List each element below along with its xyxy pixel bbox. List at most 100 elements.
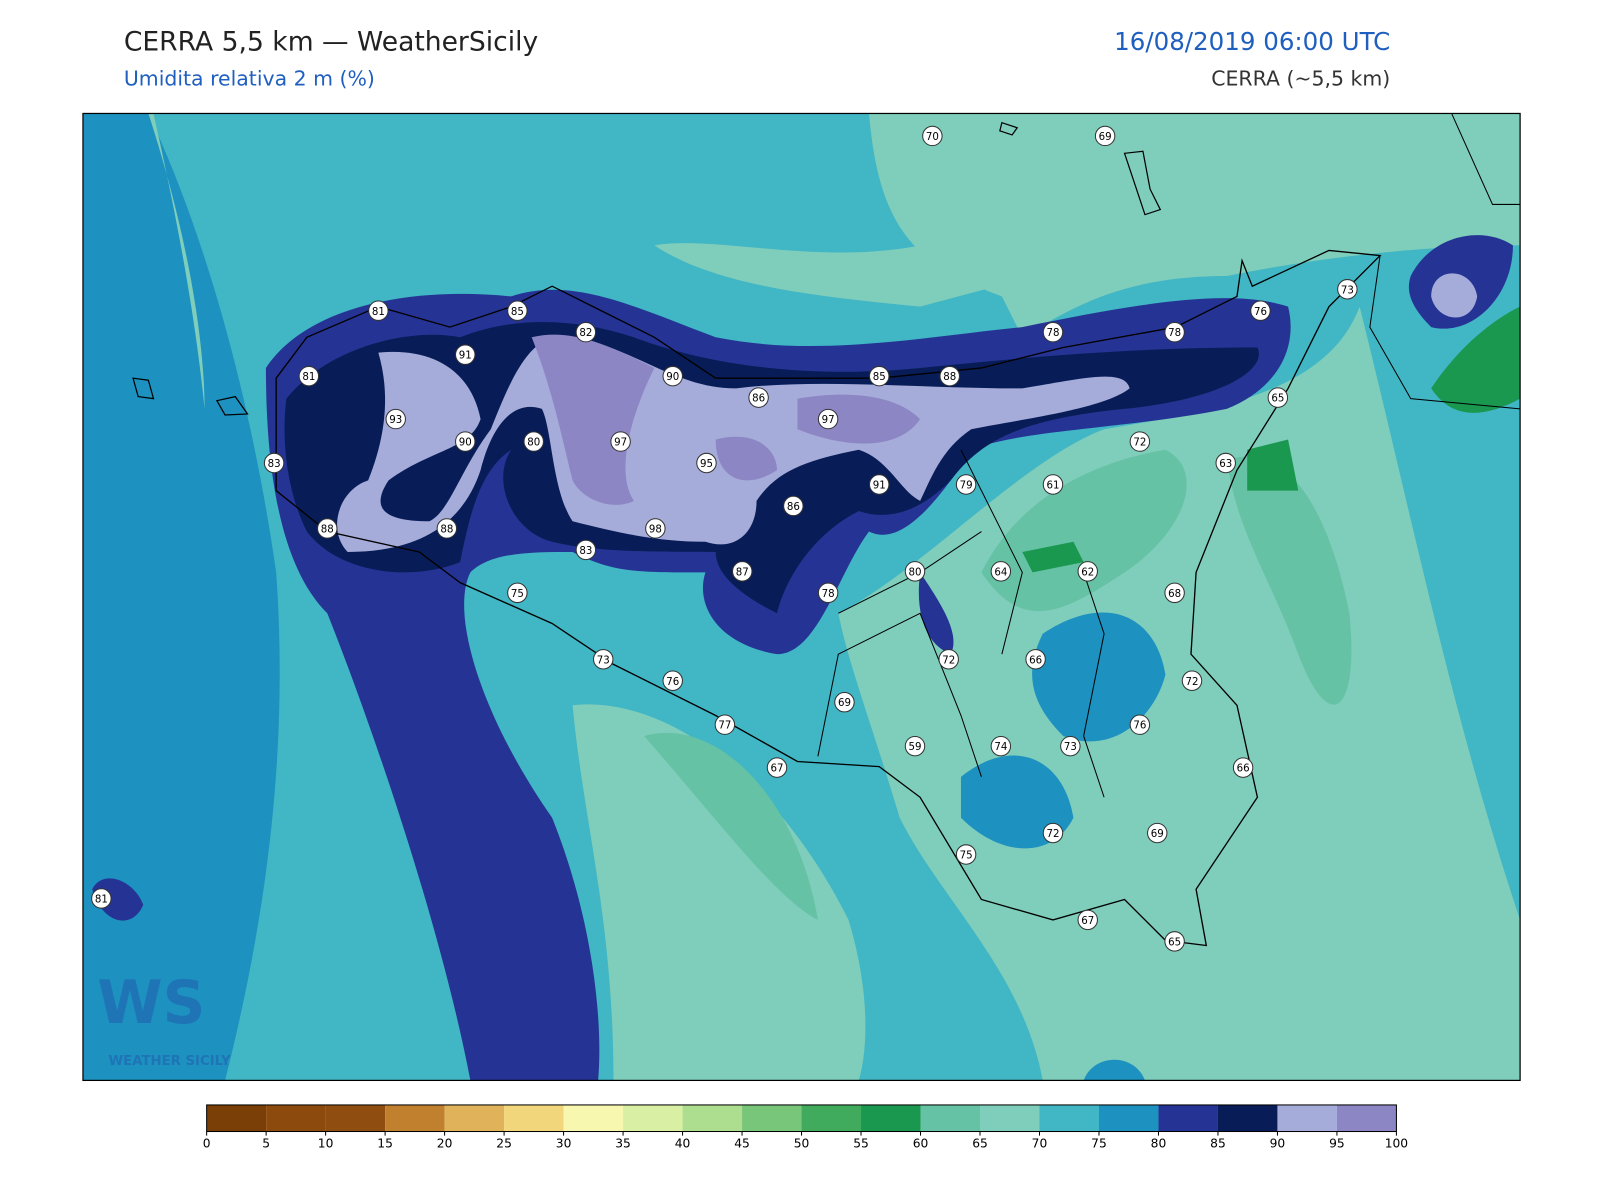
station-marker	[593, 649, 614, 670]
station-value: 79	[960, 481, 973, 492]
sicily-coast	[275, 249, 1382, 947]
station-marker	[436, 518, 458, 539]
station-value: 66	[1029, 655, 1042, 666]
station-marker	[317, 518, 338, 539]
station-marker	[645, 518, 666, 539]
field-95	[531, 334, 921, 505]
station-marker	[662, 670, 683, 691]
station-marker	[868, 365, 890, 387]
station-value: 80	[527, 438, 540, 449]
colorbar-swatch	[1336, 1104, 1397, 1132]
station-value: 74	[994, 742, 1007, 753]
station-marker	[1232, 757, 1254, 778]
station-marker	[455, 344, 476, 365]
station-value: 64	[994, 567, 1007, 578]
station-value: 81	[302, 372, 315, 383]
station-marker	[610, 431, 631, 452]
station-marker	[1147, 822, 1168, 844]
station-marker	[263, 452, 285, 474]
station-marker	[1337, 279, 1358, 300]
station-marker	[455, 431, 476, 452]
station-value: 78	[1168, 328, 1181, 339]
colorbar-swatch	[861, 1104, 921, 1132]
station-marker	[298, 365, 320, 387]
station-value: 88	[321, 524, 334, 535]
station-value: 61	[1046, 481, 1059, 492]
station-marker	[766, 757, 788, 778]
station-marker	[662, 365, 683, 387]
station-marker	[783, 495, 804, 517]
station-value: 72	[1133, 438, 1146, 449]
station-marker	[507, 300, 528, 321]
station-marker	[91, 888, 112, 909]
station-value: 83	[579, 546, 592, 557]
station-value: 75	[960, 851, 973, 862]
station-value: 80	[908, 567, 921, 578]
station-marker	[990, 561, 1012, 582]
colorbar-swatch	[920, 1104, 981, 1132]
station-marker	[1042, 822, 1064, 844]
station-value: 59	[908, 742, 921, 753]
station-value: 67	[1081, 916, 1094, 927]
colorbar-tick-label: 50	[794, 1136, 810, 1150]
colorbar-swatch	[385, 1104, 445, 1132]
station-marker	[1164, 582, 1185, 604]
station-marker	[817, 582, 839, 604]
station-value: 86	[752, 394, 765, 405]
station-marker	[868, 474, 890, 495]
station-value: 91	[459, 351, 472, 362]
station-value: 83	[268, 459, 281, 470]
station-value: 82	[579, 328, 592, 339]
station-marker	[1164, 321, 1185, 343]
stations: 70 69 81 85 82 91 81 90 86 85 88 78 78 76 73 93 97 65 90 80…	[91, 125, 1358, 952]
colorbar-tick-label: 80	[1151, 1136, 1167, 1150]
field-65	[868, 113, 1521, 338]
station-value: 86	[787, 502, 800, 513]
colorbar-tick-label: 40	[675, 1136, 691, 1150]
colorbar-tick-label: 100	[1385, 1136, 1408, 1150]
field-75	[82, 113, 280, 1081]
station-value: 70	[926, 132, 939, 143]
field-75	[960, 612, 1166, 1081]
station-marker	[1267, 387, 1289, 408]
colorbar-tick-label: 30	[556, 1136, 572, 1150]
station-marker	[904, 561, 926, 582]
colorbar-swatch	[801, 1104, 862, 1132]
subtitle: Umidita relativa 2 m (%)	[124, 67, 375, 91]
station-value: 78	[1046, 328, 1059, 339]
station-marker	[1060, 735, 1081, 757]
station-marker	[507, 582, 528, 604]
colorbar-swatch	[1277, 1104, 1337, 1132]
station-value: 62	[1081, 567, 1094, 578]
field-65	[148, 113, 1074, 409]
station-marker	[1025, 649, 1046, 670]
station-marker	[834, 691, 855, 713]
colorbar-swatch	[266, 1104, 326, 1132]
colorbar-swatch	[623, 1104, 683, 1132]
station-value: 97	[614, 438, 627, 449]
logo-text: WEATHER SICILY	[109, 1054, 232, 1069]
station-marker	[955, 474, 977, 495]
station-value: 63	[1219, 459, 1232, 470]
colorbar-swatch	[1039, 1104, 1099, 1132]
colorbar-swatch	[444, 1104, 505, 1132]
colorbar-swatch	[504, 1104, 564, 1132]
station-value: 66	[1237, 764, 1250, 775]
station-value: 97	[822, 415, 835, 426]
colorbar-tick-label: 75	[1091, 1136, 1107, 1150]
station-value: 81	[372, 307, 385, 318]
station-value: 98	[649, 524, 662, 535]
station-marker	[1077, 909, 1098, 931]
colorbar-swatch	[563, 1104, 624, 1132]
station-marker	[1042, 474, 1064, 495]
station-value: 91	[873, 481, 886, 492]
station-value: 81	[95, 894, 108, 905]
station-marker	[1042, 321, 1064, 343]
colorbar-swatch	[980, 1104, 1040, 1132]
model-label: CERRA (~5,5 km)	[1211, 67, 1390, 91]
logo-mark: WS	[97, 968, 205, 1037]
station-marker	[904, 735, 926, 757]
station-marker	[1164, 931, 1185, 952]
station-marker	[922, 125, 943, 147]
